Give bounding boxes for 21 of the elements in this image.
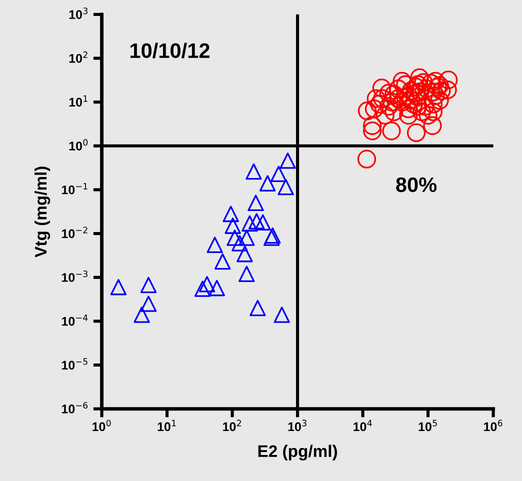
y-tick-label: 10$^{2}$ — [69, 51, 88, 63]
y-tick-label: 10$^{−5}$ — [62, 358, 88, 370]
y-tick-label: 10$^{−4}$ — [62, 314, 88, 326]
annotation: 80% — [396, 177, 437, 192]
x-tick-label: 10$^{4}$ — [354, 420, 372, 432]
x-tick-label: 10$^{0}$ — [92, 420, 111, 432]
x-tick-label: 10$^{6}$ — [484, 420, 502, 432]
y-tick-label: 10$^{1}$ — [69, 95, 88, 107]
x-axis-title: E2 (pg/ml) — [258, 444, 337, 460]
x-tick-label: 10$^{1}$ — [158, 420, 176, 432]
x-tick-label: 10$^{3}$ — [288, 420, 306, 432]
y-tick-label: 10$^{−6}$ — [62, 402, 88, 414]
y-tick-label: 10$^{−2}$ — [62, 226, 88, 238]
y-axis-title: Vtg (mg/ml) — [34, 166, 50, 258]
y-tick-label: 10$^{0}$ — [69, 139, 88, 150]
x-tick-label: 10$^{2}$ — [223, 420, 242, 432]
y-tick-label: 10$^{3}$ — [69, 8, 88, 19]
annotation: 10/10/12 — [130, 42, 210, 58]
y-tick-label: 10$^{−3}$ — [62, 270, 88, 282]
y-tick-label: 10$^{−1}$ — [62, 183, 88, 194]
x-tick-label: 10$^{5}$ — [418, 420, 437, 432]
